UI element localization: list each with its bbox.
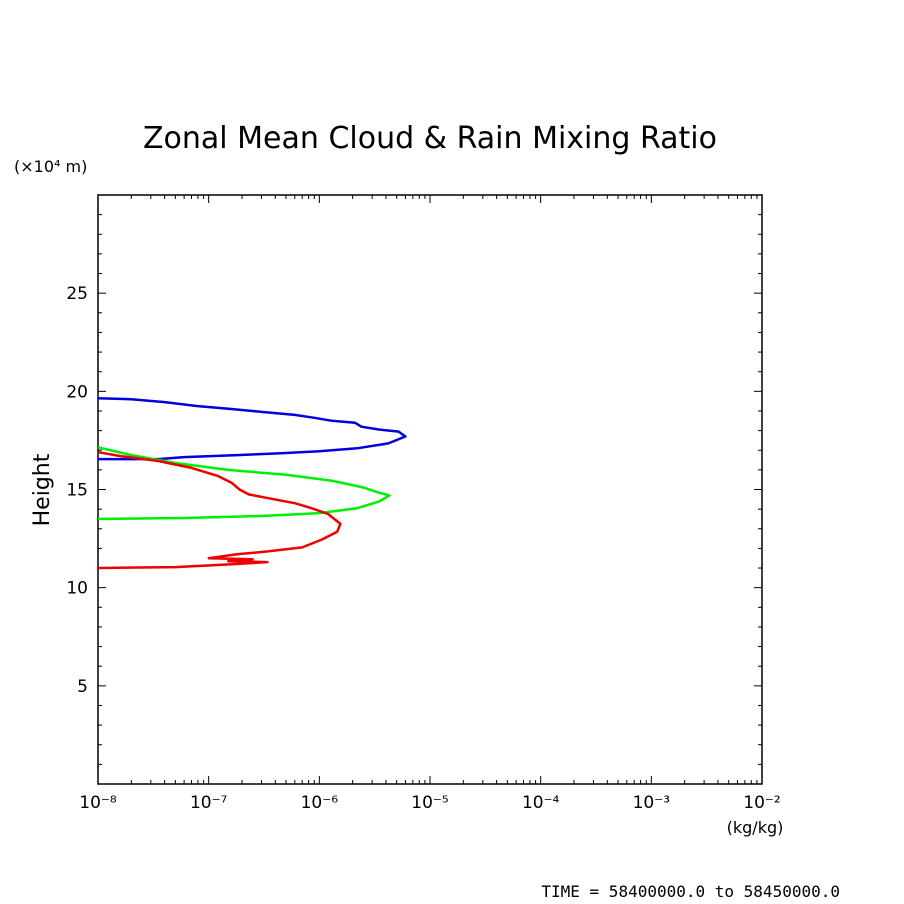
x-unit-label: (kg/kg)	[727, 818, 784, 837]
y-tick-label: 10	[66, 579, 88, 599]
plot-frame	[97, 194, 763, 785]
x-tick-label: 10⁻⁷	[190, 793, 228, 813]
y-unit-label: (×10⁴ m)	[14, 157, 87, 176]
y-tick-labels: 5 10 15 20 25	[66, 284, 88, 697]
y-tick-label: 25	[66, 284, 88, 304]
x-tick-labels: 10⁻⁸ 10⁻⁷ 10⁻⁶ 10⁻⁵ 10⁻⁴ 10⁻³ 10⁻²	[79, 793, 780, 813]
y-tick-label: 20	[66, 382, 88, 402]
x-tick-label: 10⁻⁸	[79, 793, 117, 813]
series-line-2	[97, 446, 391, 521]
x-tick-label: 10⁻³	[633, 793, 670, 813]
time-range-label: TIME = 58400000.0 to 58450000.0	[541, 882, 840, 901]
x-tick-label: 10⁻⁴	[522, 793, 560, 813]
y-tick-label: 5	[77, 677, 88, 697]
x-tick-label: 10⁻²	[743, 793, 780, 813]
chart-title: Zonal Mean Cloud & Rain Mixing Ratio	[143, 121, 717, 156]
x-tick-label: 10⁻⁶	[301, 793, 339, 813]
axis-ticks	[97, 195, 762, 784]
series-line-3	[97, 450, 342, 570]
series-line-1	[97, 396, 407, 461]
x-tick-label: 10⁻⁵	[411, 793, 448, 813]
y-axis-label: Height	[30, 453, 55, 526]
y-tick-label: 15	[66, 481, 88, 501]
series-group	[97, 396, 407, 570]
